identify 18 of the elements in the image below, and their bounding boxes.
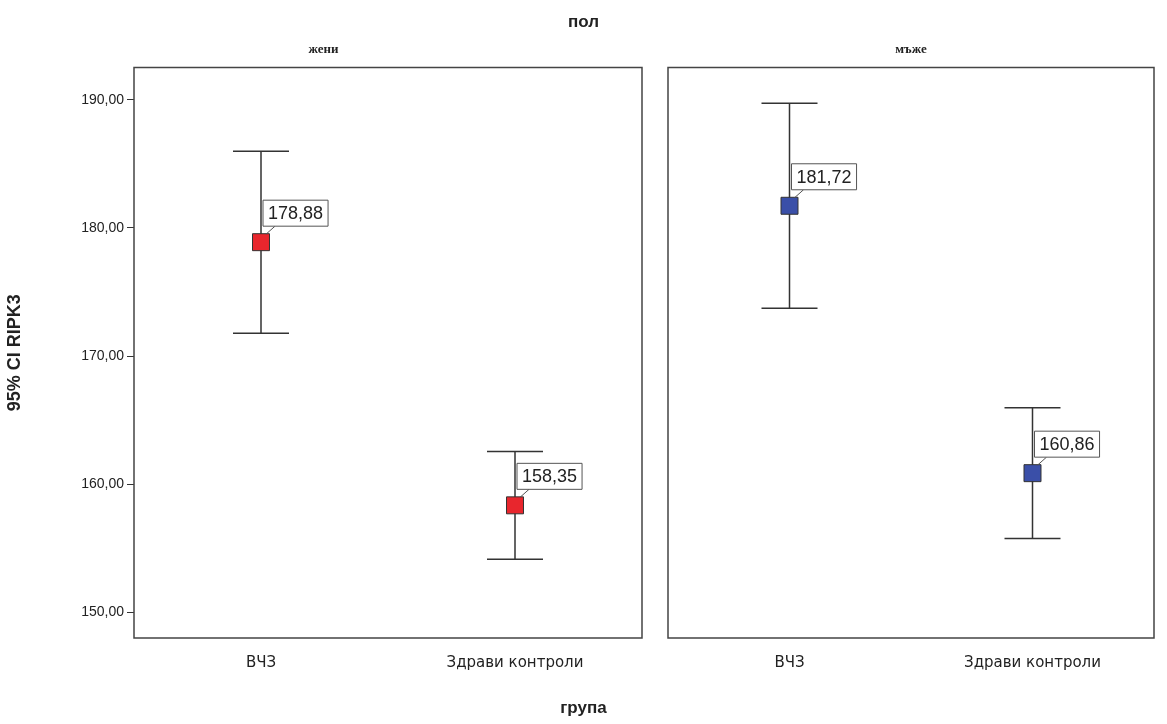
x-tick-label: ВЧЗ bbox=[774, 652, 805, 671]
y-axis-title: 95% CI RIPK3 bbox=[3, 294, 24, 412]
data-label: 160,86 bbox=[1039, 434, 1095, 455]
y-tick-label: 160,00 bbox=[81, 475, 125, 492]
x-tick-label: Здрави контроли bbox=[446, 652, 584, 671]
chart-title: мъже bbox=[895, 41, 927, 57]
y-tick-label: 180,00 bbox=[81, 218, 125, 235]
y-tick-label: 190,00 bbox=[81, 90, 125, 107]
text: пол bbox=[567, 12, 600, 32]
data-label: 181,72 bbox=[796, 166, 852, 187]
chart-title: жени bbox=[308, 41, 340, 57]
y-tick-label: 150,00 bbox=[81, 603, 125, 620]
x-tick-label: Здрави контроли bbox=[964, 652, 1101, 671]
data-label: 178,88 bbox=[268, 203, 324, 224]
data-label: 158,35 bbox=[522, 466, 578, 487]
x-axis-title: група bbox=[559, 698, 608, 718]
x-tick-label: ВЧЗ bbox=[245, 652, 277, 671]
y-tick-label: 170,00 bbox=[81, 346, 125, 363]
